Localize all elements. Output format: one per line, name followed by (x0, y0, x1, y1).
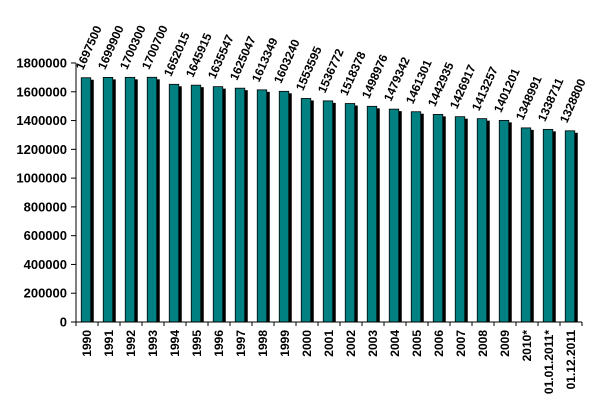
x-tick-label: 1992 (124, 330, 138, 357)
x-tick-label: 2007 (454, 330, 468, 357)
x-tick-label: 1990 (80, 330, 94, 357)
bar-shadow (244, 90, 248, 322)
bar-shadow (464, 118, 468, 322)
bar-shadow (222, 88, 226, 322)
bar (300, 98, 312, 323)
y-tick-label: 1600000 (16, 84, 67, 99)
bar-shadow (332, 102, 336, 323)
bar-shadow (200, 87, 204, 323)
y-tick-label: 1400000 (16, 113, 67, 128)
bar (322, 100, 334, 323)
bar (278, 90, 290, 323)
y-tick-label: 400000 (24, 257, 67, 272)
bar (564, 130, 576, 323)
bar (80, 77, 92, 323)
x-tick-label: 01.12.2011 (564, 330, 578, 390)
x-tick-label: 2003 (366, 330, 380, 357)
bar (476, 118, 488, 323)
bar-shadow (178, 86, 182, 322)
x-tick-label: 2004 (388, 330, 402, 357)
x-tick-label: 1997 (234, 330, 248, 357)
y-axis: 0 200000 400000 600000 800000 1000000 1200000 1… (16, 56, 77, 330)
bar (432, 113, 444, 323)
bar (520, 127, 532, 323)
y-tick-label: 1200000 (16, 142, 67, 157)
bar-shadow (156, 79, 160, 322)
x-tick-label: 1991 (102, 330, 116, 357)
bar (168, 83, 180, 323)
x-tick-label: 1994 (168, 330, 182, 357)
bar (498, 119, 510, 323)
bar-shadow (90, 79, 94, 322)
x-tick-label: 2000 (300, 330, 314, 357)
bar (212, 86, 224, 323)
x-tick-label: 1995 (190, 330, 204, 357)
bar-shadow (288, 93, 292, 322)
x-tick-label: 1993 (146, 330, 160, 357)
x-tick-label: 2005 (410, 330, 424, 357)
bar (366, 105, 378, 323)
x-tick-label: 1996 (212, 330, 226, 357)
bar-shadow (486, 120, 490, 323)
bar-shadow (530, 129, 534, 322)
y-tick-label: 600000 (24, 228, 67, 243)
bar-shadow (376, 108, 380, 322)
x-tick-label: 1998 (256, 330, 270, 357)
bar-shadow (508, 122, 512, 322)
bar (190, 84, 202, 323)
bar (102, 77, 114, 323)
bar (234, 87, 246, 323)
bar (124, 76, 136, 323)
bar-shadow (266, 91, 270, 323)
y-tick-label: 1800000 (16, 56, 67, 71)
y-tick-label: 800000 (24, 199, 67, 214)
x-tick-label: 01.01.2011* (542, 330, 556, 394)
x-tick-label: 2006 (432, 330, 446, 357)
bar (146, 76, 158, 323)
bar-shadow (574, 132, 578, 322)
bar (542, 128, 554, 323)
y-tick-label: 1000000 (16, 171, 67, 186)
y-tick-label: 200000 (24, 286, 67, 301)
x-tick-label: 1999 (278, 330, 292, 357)
x-tick-label: 2010* (520, 330, 534, 362)
bar-shadow (354, 105, 358, 322)
bar-shadow (398, 111, 402, 322)
bar-shadow (552, 131, 556, 322)
bar (454, 116, 466, 323)
bar (344, 103, 356, 323)
bar-shadow (310, 100, 314, 322)
y-tick-label: 0 (60, 315, 67, 330)
x-tick-label: 2001 (322, 330, 336, 357)
x-tick-label: 2008 (476, 330, 490, 357)
x-tick-label: 2002 (344, 330, 358, 357)
x-axis: 1990 1991 1992 1993 1994 1995 1996 1997 1998 1999… (75, 321, 583, 394)
bar (256, 89, 268, 323)
x-tick-label: 2009 (498, 330, 512, 357)
bar (410, 111, 422, 323)
bar-shadow (112, 79, 116, 322)
bar-shadow (420, 113, 424, 323)
bar-shadow (442, 116, 446, 322)
bar-shadow (134, 79, 138, 322)
bar (388, 108, 400, 323)
